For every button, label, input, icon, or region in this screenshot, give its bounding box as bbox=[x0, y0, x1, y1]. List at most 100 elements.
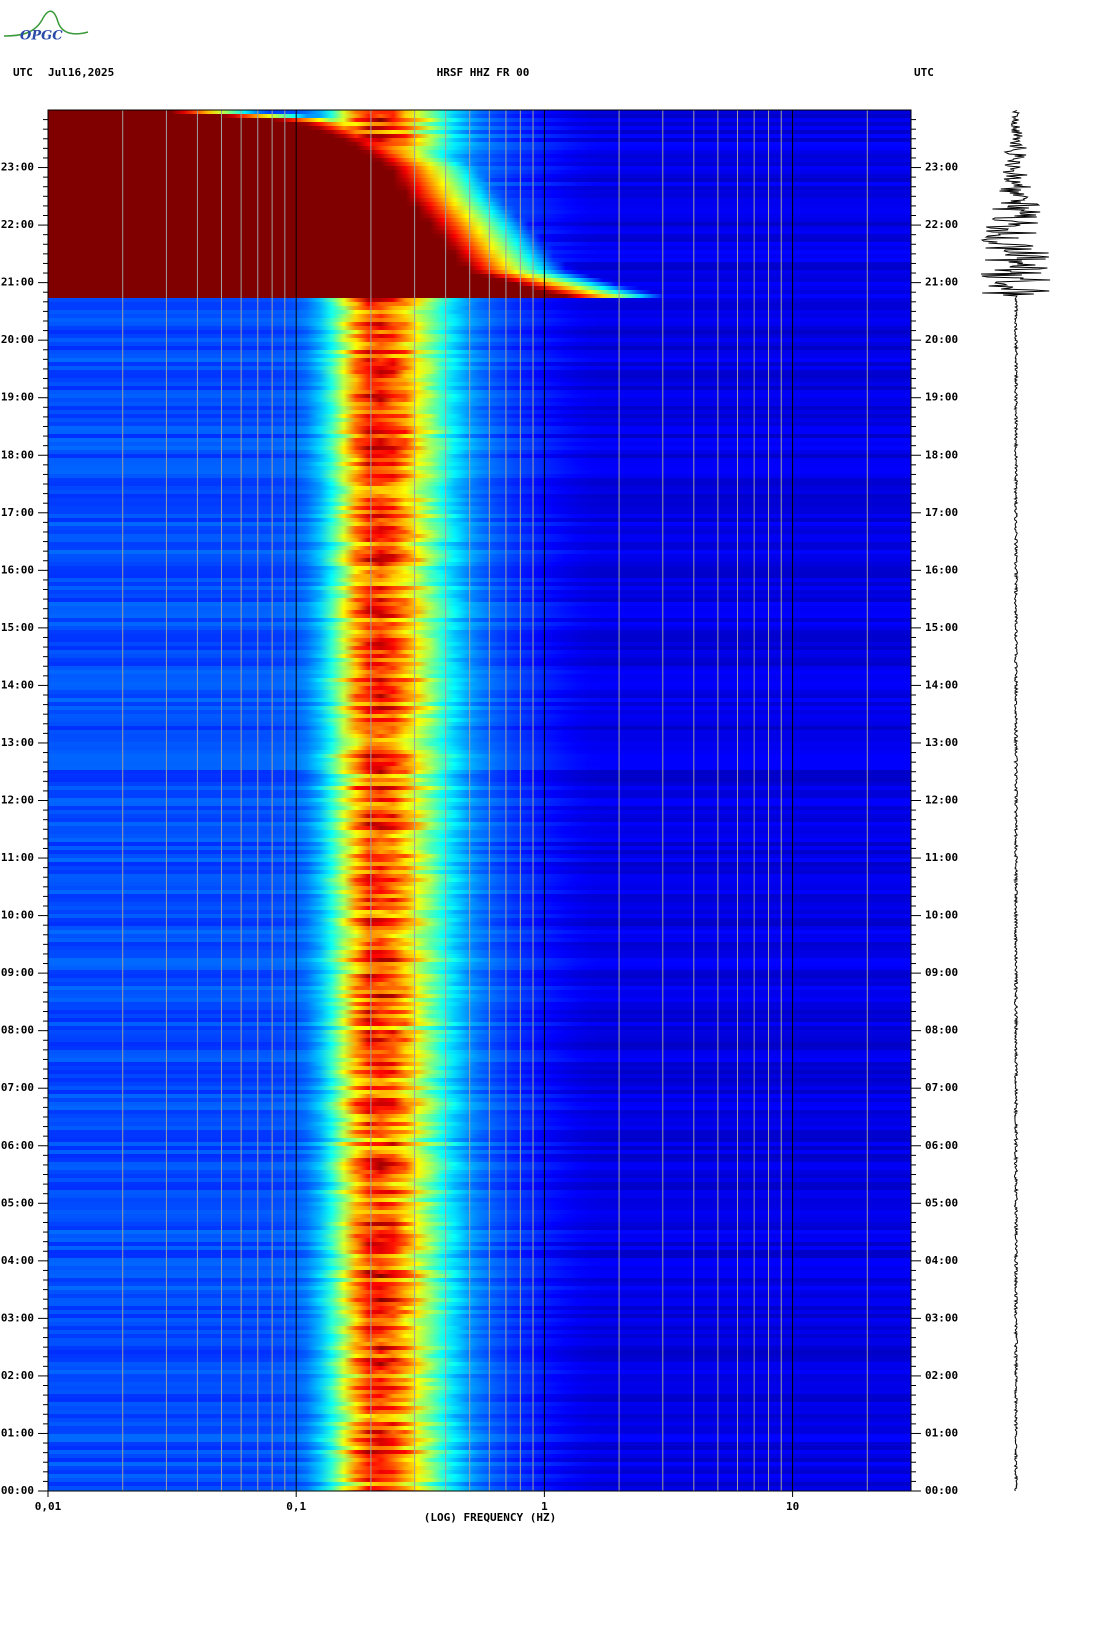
spectrogram-row bbox=[48, 1054, 911, 1059]
spectrogram-row bbox=[48, 1202, 911, 1207]
spectrogram-row bbox=[48, 350, 911, 355]
spectrogram-row bbox=[48, 794, 911, 799]
y-tick-label: 15:00 bbox=[925, 621, 958, 634]
y-tick-label: 08:00 bbox=[925, 1024, 958, 1037]
y-tick-label: 03:00 bbox=[925, 1311, 958, 1324]
spectrogram-row bbox=[48, 1382, 911, 1387]
spectrogram-row bbox=[48, 1374, 911, 1379]
spectrogram-row bbox=[48, 1170, 911, 1175]
spectrogram-row bbox=[48, 438, 911, 443]
spectrogram-row bbox=[48, 286, 911, 291]
spectrogram-row bbox=[48, 730, 911, 735]
spectrogram-row bbox=[48, 374, 911, 379]
spectrogram-row bbox=[48, 1010, 911, 1015]
spectrogram-row bbox=[48, 1450, 911, 1455]
spectrogram-row bbox=[48, 802, 911, 807]
header-right: UTC bbox=[914, 66, 934, 79]
spectrogram-row bbox=[48, 1166, 911, 1171]
spectrogram-row bbox=[48, 1226, 911, 1231]
spectrogram-row bbox=[48, 262, 911, 267]
spectrogram-row bbox=[48, 846, 911, 851]
spectrogram-row bbox=[48, 1470, 911, 1475]
spectrogram-row bbox=[48, 874, 911, 879]
spectrogram-row bbox=[48, 342, 911, 347]
spectrogram-row bbox=[48, 1318, 911, 1323]
spectrogram-row bbox=[48, 602, 911, 607]
spectrogram-row bbox=[48, 354, 911, 359]
spectrogram-row bbox=[48, 610, 911, 615]
spectrogram-row bbox=[48, 1258, 911, 1263]
spectrogram-row bbox=[48, 462, 911, 467]
spectrogram-row bbox=[48, 1090, 911, 1095]
spectrogram-row bbox=[48, 630, 911, 635]
spectrogram-row bbox=[48, 570, 911, 575]
y-tick-label: 22:00 bbox=[1, 218, 34, 231]
spectrogram-row bbox=[48, 770, 911, 775]
spectrogram-row bbox=[48, 538, 911, 543]
spectrogram-row bbox=[48, 974, 911, 979]
spectrogram-row bbox=[48, 534, 911, 539]
spectrogram-row bbox=[48, 654, 911, 659]
spectrogram-row bbox=[48, 782, 911, 787]
spectrogram-row bbox=[48, 926, 911, 931]
header-date: Jul16,2025 bbox=[48, 66, 114, 79]
spectrogram-row bbox=[48, 202, 911, 207]
y-tick-label: 04:00 bbox=[1, 1254, 34, 1267]
spectrogram-row bbox=[48, 1406, 911, 1411]
spectrogram-row bbox=[48, 1214, 911, 1219]
spectrogram-row bbox=[48, 882, 911, 887]
spectrogram-row bbox=[48, 666, 911, 671]
spectrogram-row bbox=[48, 1270, 911, 1275]
spectrogram-row bbox=[48, 698, 911, 703]
spectrogram-row bbox=[48, 182, 911, 187]
spectrogram-row bbox=[48, 1094, 911, 1099]
spectrogram-row bbox=[48, 386, 911, 391]
spectrogram-row bbox=[48, 418, 911, 423]
spectrogram-row bbox=[48, 474, 911, 479]
spectrogram-row bbox=[48, 334, 911, 339]
spectrogram-row bbox=[48, 1466, 911, 1471]
spectrogram-row bbox=[48, 1034, 911, 1039]
spectrogram-row bbox=[48, 206, 911, 211]
spectrogram-row bbox=[48, 1250, 911, 1255]
spectrogram-row bbox=[48, 850, 911, 855]
spectrogram-row bbox=[48, 634, 911, 639]
spectrogram-row bbox=[48, 1118, 911, 1123]
y-tick-label: 02:00 bbox=[1, 1369, 34, 1382]
spectrogram-row bbox=[48, 142, 911, 147]
spectrogram-row bbox=[48, 1390, 911, 1395]
spectrogram-row bbox=[48, 1114, 911, 1119]
spectrogram-row bbox=[48, 1082, 911, 1087]
y-tick-label: 22:00 bbox=[925, 218, 958, 231]
spectrogram-row bbox=[48, 154, 911, 159]
spectrogram-row bbox=[48, 614, 911, 619]
spectrogram-row bbox=[48, 1046, 911, 1051]
spectrogram-row bbox=[48, 1362, 911, 1367]
spectrogram-row bbox=[48, 746, 911, 751]
plot-frame bbox=[47, 109, 912, 1492]
spectrogram-row bbox=[48, 330, 911, 335]
spectrogram-row bbox=[48, 166, 911, 171]
y-tick-label: 07:00 bbox=[925, 1081, 958, 1094]
spectrogram-row bbox=[48, 546, 911, 551]
spectrogram-row bbox=[48, 1142, 911, 1147]
spectrogram-row bbox=[48, 910, 911, 915]
spectrogram-row bbox=[48, 1326, 911, 1331]
spectrogram-row bbox=[48, 582, 911, 587]
spectrogram-row bbox=[48, 834, 911, 839]
spectrogram-row bbox=[48, 954, 911, 959]
spectrogram-row bbox=[48, 890, 911, 895]
spectrogram-row bbox=[48, 762, 911, 767]
spectrogram-row bbox=[48, 426, 911, 431]
spectrogram-row bbox=[48, 522, 911, 527]
seismogram bbox=[980, 109, 1051, 1492]
y-tick-label: 00:00 bbox=[1, 1484, 34, 1497]
spectrogram-row bbox=[48, 150, 911, 155]
spectrogram-row bbox=[48, 434, 911, 439]
spectrogram-row bbox=[48, 1174, 911, 1179]
spectrogram-row bbox=[48, 870, 911, 875]
spectrogram-row bbox=[48, 1330, 911, 1335]
spectrogram-row bbox=[48, 922, 911, 927]
spectrogram-row bbox=[48, 1414, 911, 1419]
logo: OPGC bbox=[3, 10, 89, 44]
